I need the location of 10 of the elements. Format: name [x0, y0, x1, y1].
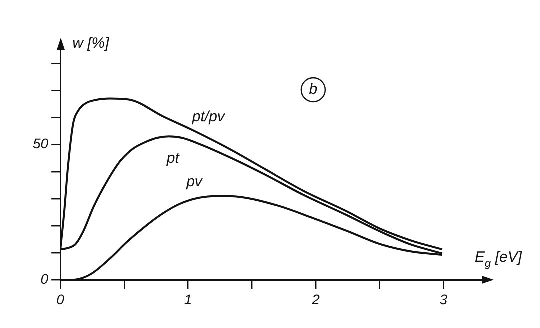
x-tick-label: 0 [56, 291, 65, 308]
x-tick-label: 3 [440, 291, 448, 308]
series-label: pt/pv [191, 108, 226, 126]
series-label: pt [166, 150, 180, 167]
x-tick-label: 2 [311, 291, 320, 308]
x-tick-label: 1 [184, 291, 192, 308]
y-axis-title: w [%] [72, 35, 110, 52]
annotation: b [309, 81, 318, 98]
series-label: pv [186, 173, 204, 190]
y-tick-label: 50 [32, 136, 49, 152]
